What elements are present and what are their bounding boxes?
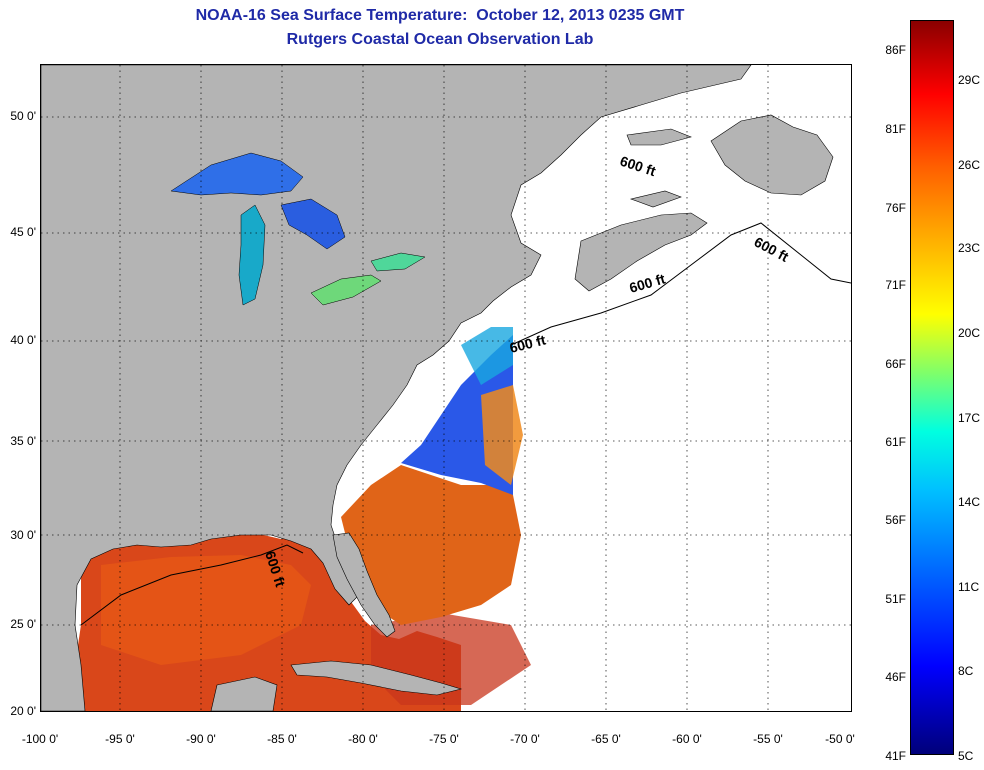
colorbar-f-label: 76F (885, 201, 906, 215)
y-tick-label: 50 0' (10, 109, 36, 123)
x-tick-label: -60 0' (672, 732, 702, 746)
y-tick-label: 20 0' (10, 704, 36, 718)
x-tick-label: -95 0' (105, 732, 135, 746)
colorbar-f-label: 41F (885, 749, 906, 763)
cuba-land (290, 660, 463, 696)
yucatan-land (210, 676, 278, 711)
depth-contour-600ft-gulf (80, 544, 304, 626)
map-subtitle: Rutgers Coastal Ocean Observation Lab (286, 31, 594, 48)
x-tick-label: -70 0' (510, 732, 540, 746)
colorbar-c-label: 23C (958, 241, 981, 255)
colorbar-f-label: 81F (885, 122, 906, 136)
temperature-colorbar (910, 20, 954, 755)
y-tick-label: 25 0' (10, 617, 36, 631)
colorbar-c-label: 11C (958, 580, 980, 594)
colorbar-f-label: 71F (885, 278, 906, 292)
y-tick-label: 40 0' (10, 333, 36, 347)
atlantic-warm-sst (341, 465, 521, 625)
depth-contour-600ft (510, 222, 851, 346)
x-tick-label: -90 0' (186, 732, 216, 746)
x-tick-label: -65 0' (591, 732, 621, 746)
nova-scotia-land (574, 212, 708, 292)
colorbar-f-label: 51F (885, 592, 906, 606)
colorbar-f-label: 46F (885, 670, 906, 684)
map-title: NOAA-16 Sea Surface Temperature: October… (195, 7, 685, 24)
colorbar-f-label: 61F (885, 435, 906, 449)
colorbar-f-label: 56F (885, 513, 906, 527)
lake-michigan (238, 204, 266, 306)
anticosti-land (626, 128, 692, 146)
north-america-land (41, 65, 752, 711)
colorbar-c-label: 20C (958, 326, 981, 340)
gulf-stream-streak (481, 385, 523, 485)
colorbar-c-label: 26C (958, 158, 981, 172)
colorbar-c-label: 14C (958, 495, 981, 509)
newfoundland-land (710, 114, 834, 196)
colorbar-c-label: 5C (958, 749, 974, 763)
colorbar-f-label: 66F (885, 357, 906, 371)
y-tick-label: 35 0' (10, 434, 36, 448)
y-tick-label: 30 0' (10, 528, 36, 542)
colorbar-f-label: 86F (885, 43, 906, 57)
x-tick-label: -50 0' (825, 732, 855, 746)
lake-superior (170, 152, 304, 196)
lake-ontario (370, 252, 426, 272)
colorbar-c-label: 8C (958, 664, 974, 678)
x-tick-label: -85 0' (267, 732, 297, 746)
colorbar-c-label: 29C (958, 73, 981, 87)
map-title-block: NOAA-16 Sea Surface Temperature: October… (0, 4, 880, 52)
sst-map: 600 ft 600 ft 600 ft 600 ft 600 ft (40, 64, 852, 712)
lake-huron (280, 198, 346, 250)
colorbar-c-label: 17C (958, 411, 981, 425)
y-tick-label: 45 0' (10, 225, 36, 239)
pei-land (629, 190, 682, 208)
x-tick-label: -80 0' (348, 732, 378, 746)
x-tick-label: -55 0' (753, 732, 783, 746)
x-tick-label: -75 0' (429, 732, 459, 746)
florida-land (332, 532, 396, 638)
sst-map-svg: 600 ft 600 ft 600 ft 600 ft 600 ft (41, 65, 851, 711)
lake-erie (310, 274, 382, 306)
x-tick-label: -100 0' (21, 732, 59, 746)
shelf-cool-sst (461, 327, 513, 385)
